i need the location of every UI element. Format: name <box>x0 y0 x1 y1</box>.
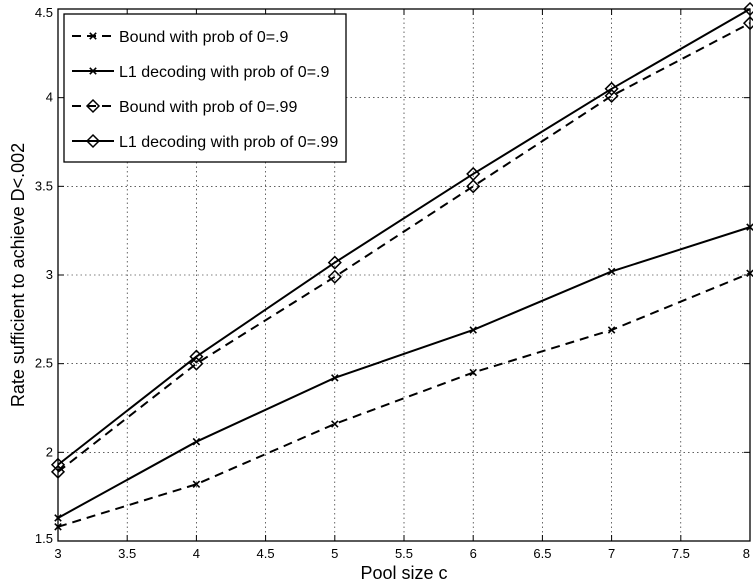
series-line <box>57 8 751 466</box>
y-tick-label: 1.5 <box>35 531 53 546</box>
x-marker-stroke <box>192 480 201 489</box>
data-point <box>607 326 616 334</box>
legend-entry: Bound with prob of 0=.99 <box>72 98 297 116</box>
series-2 <box>54 223 753 522</box>
data-point <box>466 179 481 194</box>
x-tick-label: 4.5 <box>257 546 275 561</box>
x-tick-label: 8 <box>743 546 750 561</box>
grid-lines <box>58 9 750 541</box>
x-marker-stroke <box>746 223 753 231</box>
legend: Bound with prob of 0=.9 L1 decoding with … <box>63 13 347 163</box>
x-marker-stroke <box>469 368 477 377</box>
data-point <box>192 480 201 489</box>
x-marker-stroke <box>469 326 477 334</box>
data-point <box>607 267 616 276</box>
y-tick-label: 4.5 <box>35 5 53 20</box>
data-point <box>746 269 753 277</box>
series-1 <box>54 269 753 531</box>
series-3 <box>50 16 753 479</box>
x-marker-stroke <box>607 267 616 276</box>
x-tick-label: 6 <box>470 546 477 561</box>
data-point <box>189 356 204 371</box>
x-tick-label: 5 <box>331 546 338 561</box>
data-point <box>50 457 66 472</box>
legend-label: Bound with prob of 0=.9 <box>119 29 289 46</box>
legend-label: Bound with prob of 0=.99 <box>119 99 297 116</box>
x-tick-label: 5.5 <box>395 546 413 561</box>
y-tick-label: 2 <box>46 444 53 459</box>
y-axis-label: Rate sufficient to achieve D<.002 <box>8 143 28 407</box>
legend-entry: Bound with prob of 0=.9 <box>72 29 289 46</box>
x-marker-stroke <box>89 32 97 40</box>
data-point <box>604 88 619 103</box>
data-point <box>189 349 204 364</box>
x-tick-label: 7.5 <box>672 546 690 561</box>
data-point <box>327 255 342 270</box>
data-point <box>50 464 66 479</box>
legend-entry: L1 decoding with prob of 0=.9 <box>72 64 329 81</box>
data-point <box>331 374 339 382</box>
data-point <box>742 1 753 17</box>
series-line <box>57 272 751 528</box>
x-tick-label: 4 <box>193 546 200 561</box>
x-marker-stroke <box>89 67 97 75</box>
data-point <box>331 420 339 428</box>
data-point <box>746 223 753 231</box>
x-tick-label: 3 <box>54 546 61 561</box>
legend-marker <box>85 98 101 114</box>
data-point <box>466 166 481 181</box>
y-tick-label: 4 <box>46 90 53 105</box>
data-point <box>54 523 62 531</box>
legend-marker <box>89 67 97 75</box>
legend-label: L1 decoding with prob of 0=.9 <box>119 64 329 81</box>
x-tick-label: 7 <box>608 546 615 561</box>
axis-ticks: 3 3.5 4 4.5 5 5.5 6 6.5 7 7.5 8 1.5 2 2.5 3 3.5 4 4.5 <box>35 5 751 561</box>
x-tick-label: 3.5 <box>118 546 136 561</box>
legend-box <box>63 13 347 163</box>
data-point <box>192 437 201 446</box>
y-tick-label: 3.5 <box>35 178 53 193</box>
data-point <box>469 368 477 377</box>
x-marker-stroke <box>331 420 339 428</box>
x-marker-stroke <box>331 374 339 382</box>
y-tick-label: 3 <box>46 267 53 282</box>
data-point <box>469 326 477 334</box>
legend-marker <box>89 32 97 40</box>
series-4 <box>50 1 753 472</box>
x-marker-stroke <box>54 523 62 531</box>
series-line <box>57 22 751 473</box>
legend-entry: L1 decoding with prob of 0=.99 <box>72 133 338 151</box>
data-series <box>50 1 753 531</box>
x-marker-stroke <box>54 514 62 522</box>
x-marker-stroke <box>192 437 201 446</box>
x-marker-stroke <box>746 269 753 277</box>
legend-marker <box>85 133 101 149</box>
data-point <box>742 16 753 31</box>
data-point <box>54 514 62 522</box>
x-axis-label: Pool size c <box>360 563 447 583</box>
series-line <box>57 226 751 519</box>
x-marker-stroke <box>607 326 616 334</box>
y-tick-label: 2.5 <box>35 356 53 371</box>
x-tick-label: 6.5 <box>533 546 551 561</box>
data-point <box>604 81 619 96</box>
data-point <box>327 269 342 284</box>
legend-label: L1 decoding with prob of 0=.99 <box>119 134 338 151</box>
